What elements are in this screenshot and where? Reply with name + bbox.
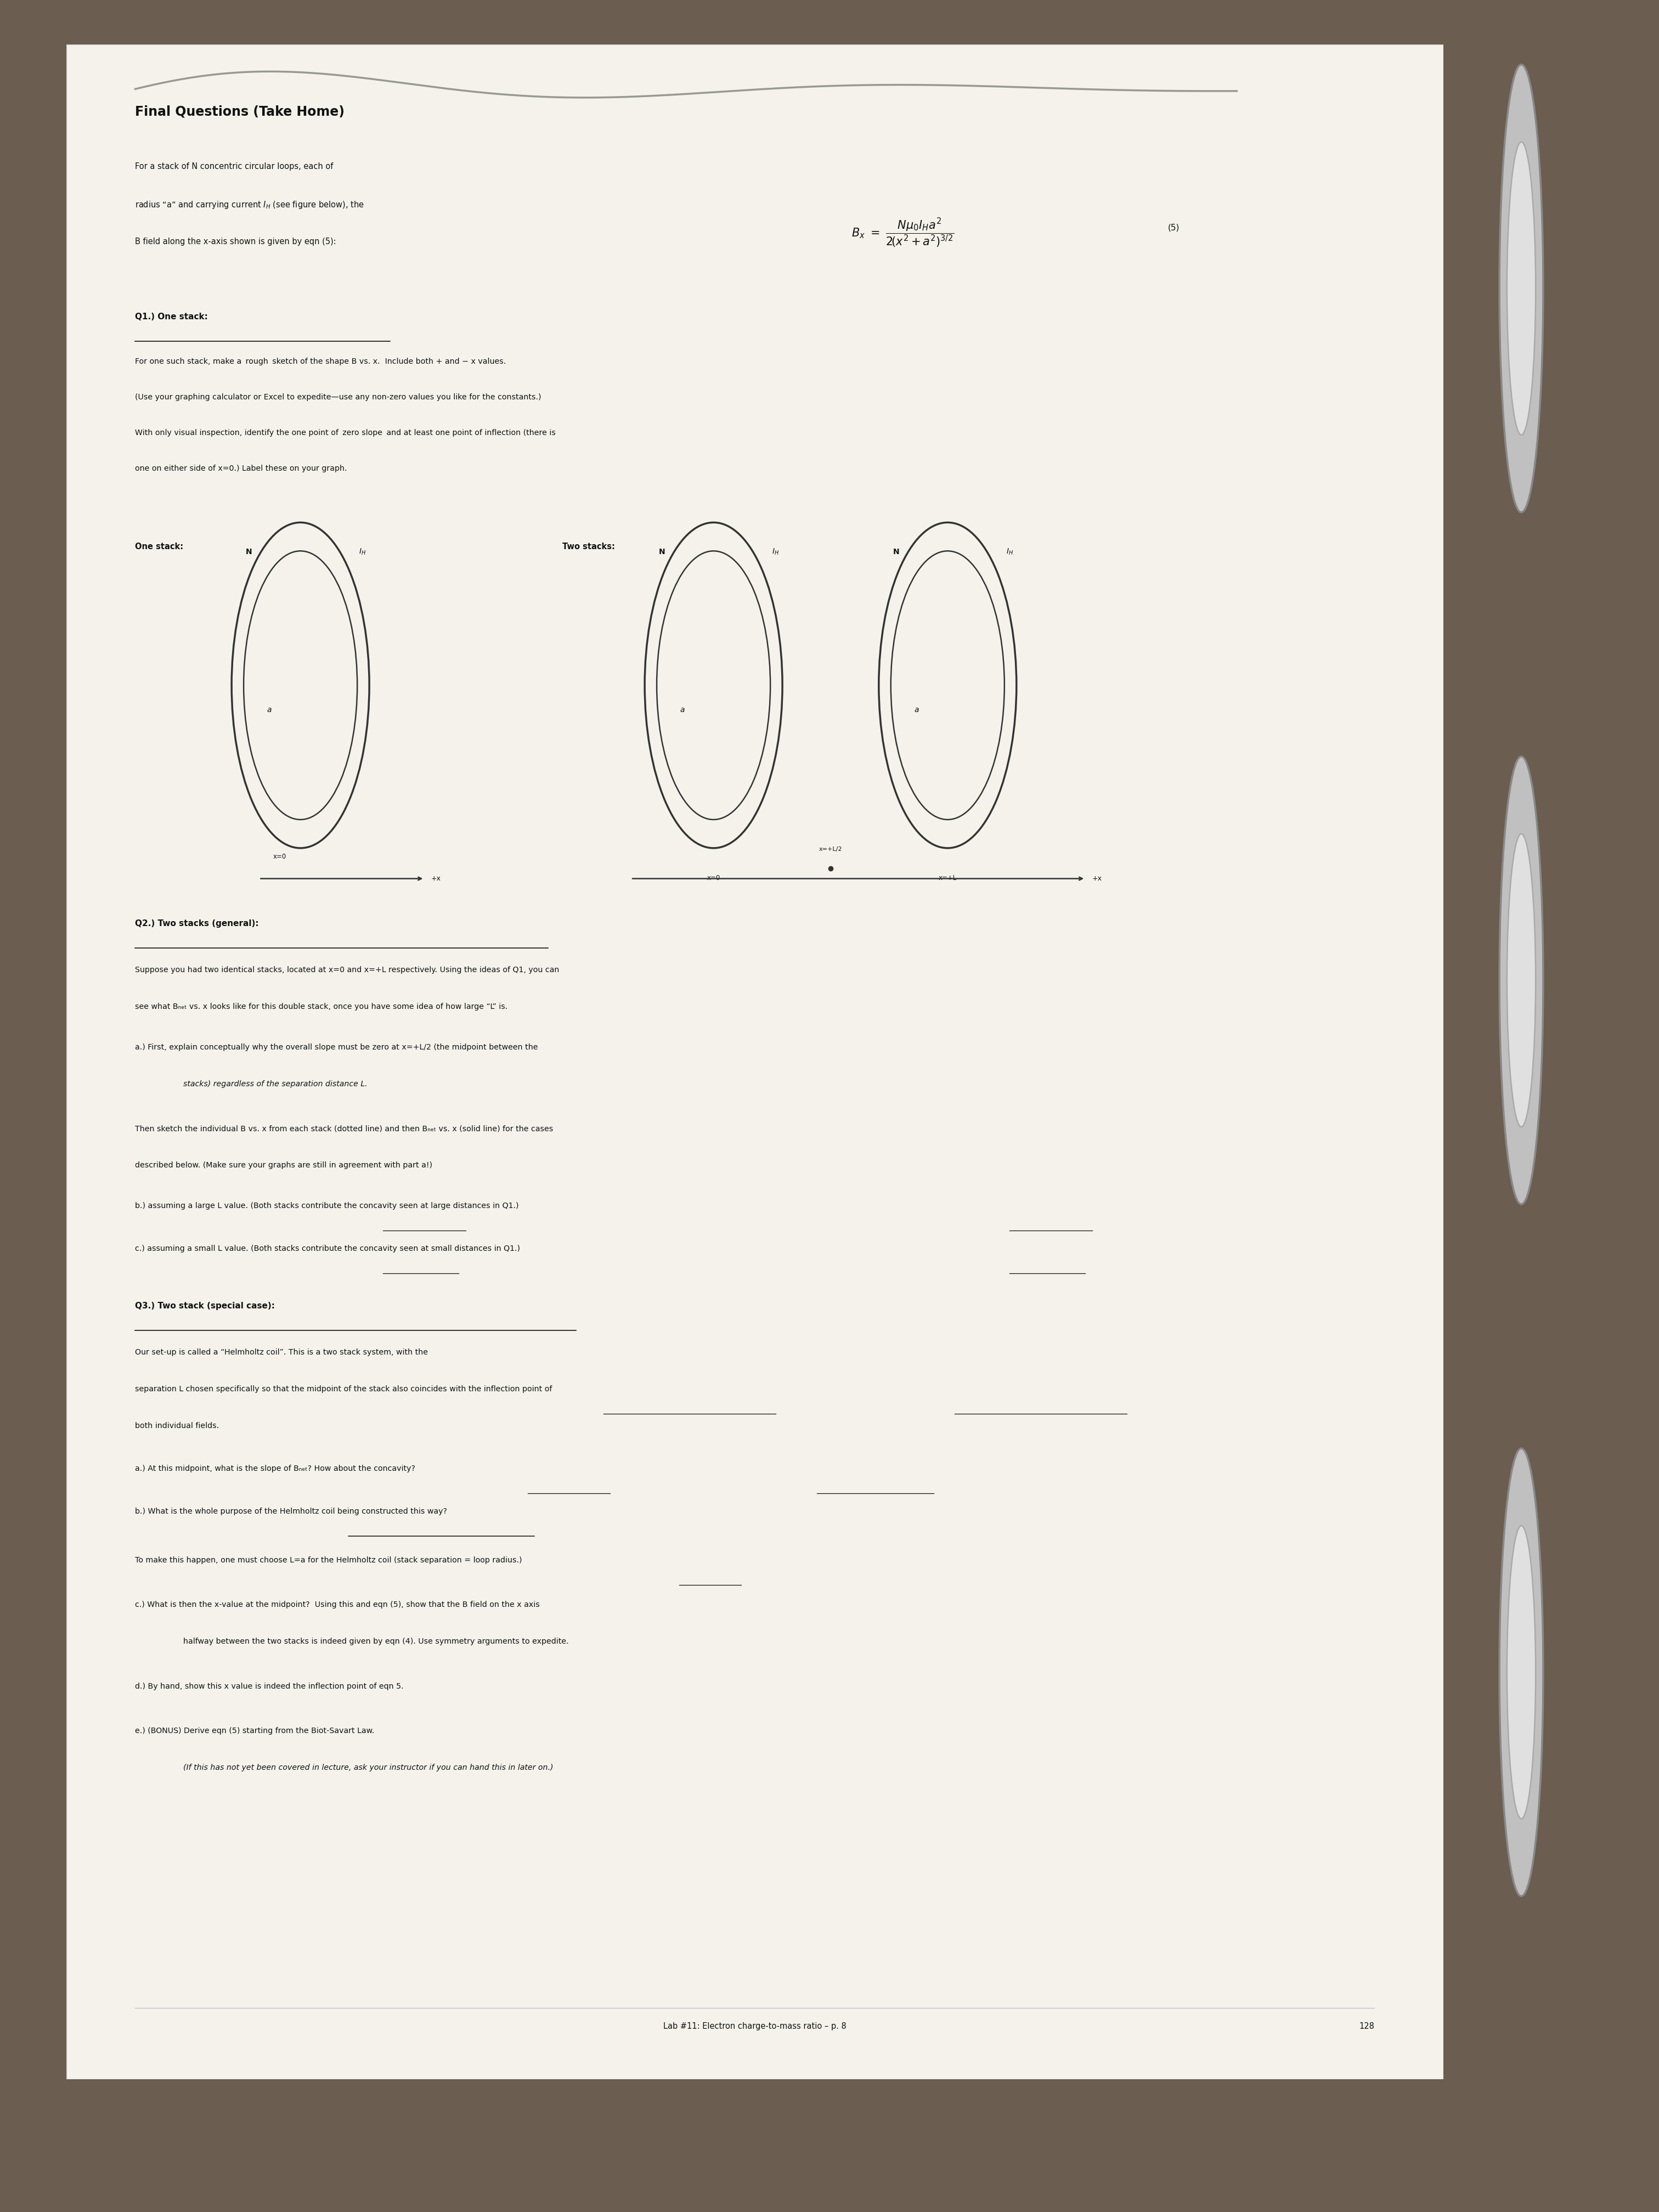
Text: (5): (5)	[1168, 223, 1180, 232]
Circle shape	[1500, 757, 1543, 1203]
Text: Q1.) One stack:: Q1.) One stack:	[136, 312, 207, 321]
Text: For a stack of N concentric circular loops, each of: For a stack of N concentric circular loo…	[136, 161, 333, 170]
Text: Lab #11: Electron charge-to-mass ratio – p. 8: Lab #11: Electron charge-to-mass ratio –…	[664, 2022, 846, 2031]
Text: halfway between the two stacks is indeed given by eqn (4). Use symmetry argument: halfway between the two stacks is indeed…	[184, 1637, 569, 1646]
Text: Two stacks:: Two stacks:	[562, 542, 615, 551]
Text: c.) What is then the x-value at the midpoint?  Using this and eqn (5), show that: c.) What is then the x-value at the midp…	[136, 1601, 539, 1608]
Circle shape	[1500, 64, 1543, 513]
Circle shape	[1506, 142, 1536, 436]
FancyBboxPatch shape	[66, 44, 1443, 2079]
Text: a: a	[914, 706, 919, 714]
Text: One stack:: One stack:	[136, 542, 184, 551]
Text: 128: 128	[1359, 2022, 1374, 2031]
Text: c.) assuming a small L value. (Both stacks contribute the concavity seen at smal: c.) assuming a small L value. (Both stac…	[136, 1245, 521, 1252]
Text: x=0: x=0	[707, 874, 720, 883]
Text: d.) By hand, show this x value is indeed the inflection point of eqn 5.: d.) By hand, show this x value is indeed…	[136, 1683, 403, 1690]
Text: b.) What is the whole purpose of the Helmholtz coil being constructed this way?: b.) What is the whole purpose of the Hel…	[136, 1506, 448, 1515]
Text: With only visual inspection, identify the one point of  zero slope  and at least: With only visual inspection, identify th…	[136, 429, 556, 436]
Text: To make this happen, one must choose L=a for the Helmholtz coil (stack separatio: To make this happen, one must choose L=a…	[136, 1557, 523, 1564]
Text: N: N	[659, 549, 665, 555]
Text: (If this has not yet been covered in lecture, ask your instructor if you can han: (If this has not yet been covered in lec…	[184, 1763, 554, 1772]
Text: x=0: x=0	[274, 854, 287, 860]
Text: $I_H$: $I_H$	[1005, 546, 1014, 555]
Text: stacks) regardless of the separation distance L.: stacks) regardless of the separation dis…	[184, 1079, 368, 1088]
Circle shape	[1506, 834, 1536, 1126]
Text: Q3.) Two stack (special case):: Q3.) Two stack (special case):	[136, 1303, 275, 1310]
Text: described below. (Make sure your graphs are still in agreement with part a!): described below. (Make sure your graphs …	[136, 1161, 433, 1170]
Text: see what Bₙₑₜ vs. x looks like for this double stack, once you have some idea of: see what Bₙₑₜ vs. x looks like for this …	[136, 1002, 508, 1011]
Text: For one such stack, make a  rough  sketch of the shape B vs. x.  Include both + : For one such stack, make a rough sketch …	[136, 358, 506, 365]
Text: x=+L: x=+L	[939, 874, 957, 883]
Text: Q2.) Two stacks (general):: Q2.) Two stacks (general):	[136, 920, 259, 927]
Text: a: a	[680, 706, 685, 714]
Text: radius “a” and carrying current $I_H$ (see figure below), the: radius “a” and carrying current $I_H$ (s…	[136, 199, 365, 210]
Text: $I_H$: $I_H$	[771, 546, 780, 555]
Text: Final Questions (Take Home): Final Questions (Take Home)	[136, 106, 345, 119]
Text: N: N	[893, 549, 899, 555]
Text: separation L chosen specifically so that the midpoint of the stack also coincide: separation L chosen specifically so that…	[136, 1385, 552, 1394]
Text: +x: +x	[1092, 876, 1102, 883]
Text: Then sketch the individual B vs. x from each stack (dotted line) and then Bₙₑₜ v: Then sketch the individual B vs. x from …	[136, 1126, 554, 1133]
Text: a.) First, explain conceptually why the overall slope must be zero at x=+L/2 (th: a.) First, explain conceptually why the …	[136, 1044, 538, 1051]
Text: one on either side of x=0.) Label these on your graph.: one on either side of x=0.) Label these …	[136, 465, 347, 471]
Text: +x: +x	[431, 876, 441, 883]
Text: x=+L/2: x=+L/2	[820, 847, 843, 852]
Circle shape	[1500, 1449, 1543, 1896]
Text: $B_x\ =\ \dfrac{N\mu_0 I_H a^2}{2\!\left(x^2+a^2\right)^{3/2}}$: $B_x\ =\ \dfrac{N\mu_0 I_H a^2}{2\!\left…	[851, 217, 954, 250]
Text: b.) assuming a large L value. (Both stacks contribute the concavity seen at larg: b.) assuming a large L value. (Both stac…	[136, 1201, 519, 1210]
Text: B field along the x-axis shown is given by eqn (5):: B field along the x-axis shown is given …	[136, 237, 337, 246]
Text: Our set-up is called a “Helmholtz coil”. This is a two stack system, with the: Our set-up is called a “Helmholtz coil”.…	[136, 1349, 428, 1356]
Text: e.) (BONUS) Derive eqn (5) starting from the Biot-Savart Law.: e.) (BONUS) Derive eqn (5) starting from…	[136, 1728, 375, 1734]
Text: N: N	[246, 549, 252, 555]
Circle shape	[1506, 1526, 1536, 1818]
Text: a: a	[267, 706, 272, 714]
Text: (Use your graphing calculator or Excel to expedite—use any non-zero values you l: (Use your graphing calculator or Excel t…	[136, 394, 541, 400]
Text: Suppose you had two identical stacks, located at x=0 and x=+L respectively. Usin: Suppose you had two identical stacks, lo…	[136, 967, 559, 973]
Text: $I_H$: $I_H$	[358, 546, 367, 555]
Text: a.) At this midpoint, what is the slope of Bₙₑₜ? How about the concavity?: a.) At this midpoint, what is the slope …	[136, 1464, 415, 1473]
Text: both individual fields.: both individual fields.	[136, 1422, 219, 1429]
